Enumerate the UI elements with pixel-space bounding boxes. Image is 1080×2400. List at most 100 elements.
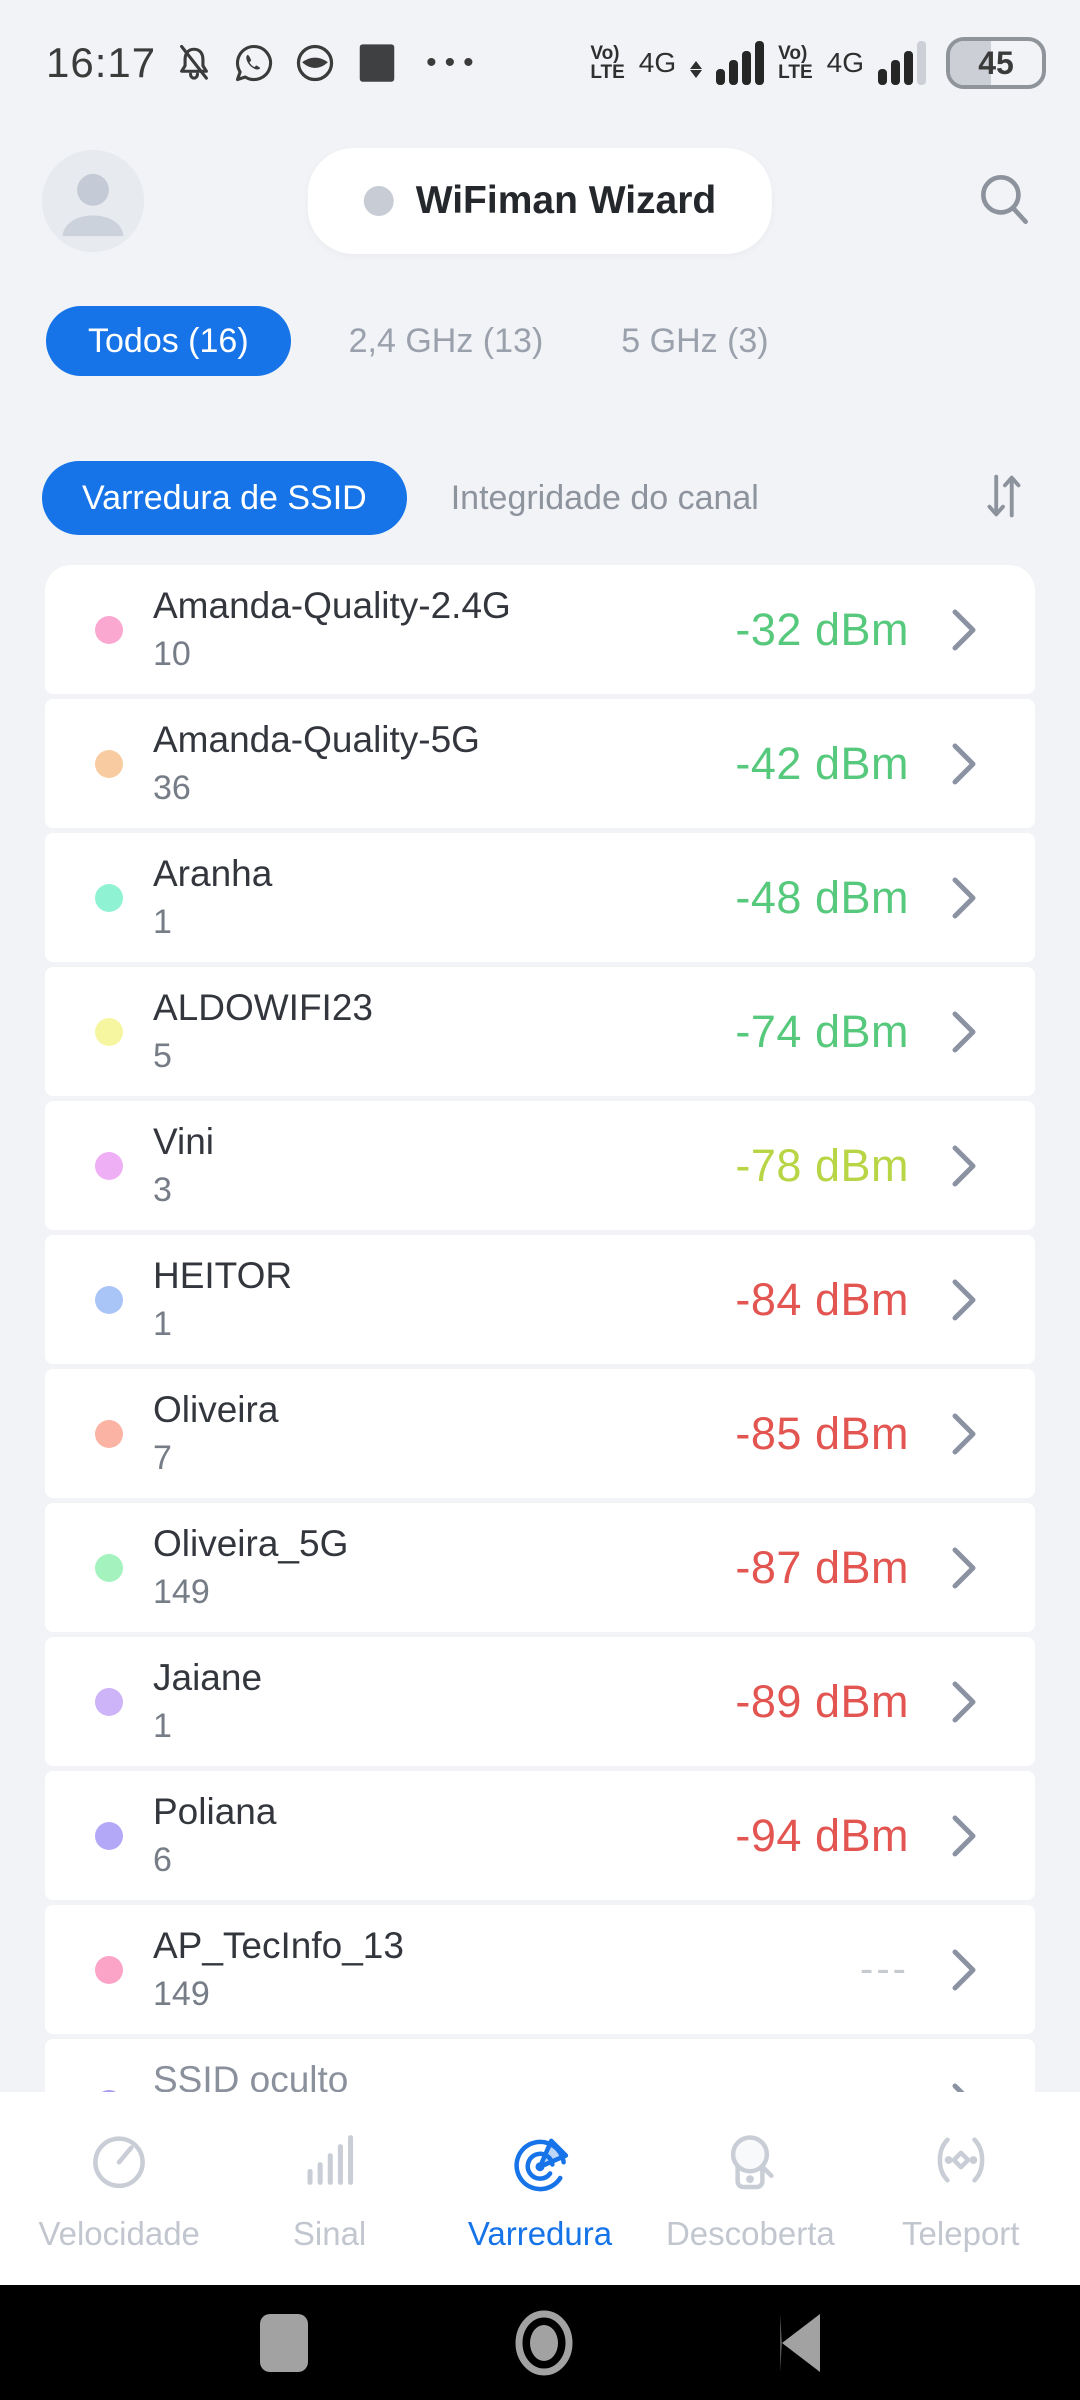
tab-ssid-scan[interactable]: Varredura de SSID [42, 461, 407, 535]
network-info: AP_TecInfo_13 149 [153, 1925, 404, 2014]
network-row[interactable]: Oliveira 7 -85 dBm [45, 1369, 1035, 1498]
sort-button[interactable] [972, 465, 1034, 532]
network-info: Jaiane 1 [153, 1657, 262, 1746]
network-name: Vini [153, 1121, 215, 1162]
nav-speedtest[interactable]: Velocidade [19, 2124, 219, 2253]
nav-discovery[interactable]: Descoberta [650, 2124, 850, 2253]
network-name: Oliveira_5G [153, 1523, 349, 1564]
network-count: 6 [153, 1841, 172, 1879]
status-left: 16:17 [46, 39, 482, 87]
network-signal: -74 dBm [735, 1005, 909, 1057]
network-info: HEITOR 1 [153, 1255, 292, 1344]
chevron-right-icon [943, 1140, 983, 1192]
network-row[interactable]: Jaiane 1 -89 dBm [45, 1637, 1035, 1766]
network-count: 1 [153, 1707, 172, 1745]
status-bar: 16:17 [0, 0, 1080, 96]
volte-badge-2: Vo) LTE [778, 43, 813, 83]
chevron-right-icon [943, 1274, 983, 1326]
network-count: 7 [153, 1439, 172, 1477]
network-signal: -78 dBm [735, 1139, 909, 1191]
band-filter-tabs: Todos (16) 2,4 GHz (13) 5 GHz (3) [0, 306, 1080, 376]
tab-5-ghz[interactable]: 5 GHz (3) [601, 322, 788, 361]
clock: 16:17 [46, 39, 157, 86]
network-name: Poliana [153, 1791, 277, 1832]
network-row[interactable]: Vini 3 -78 dBm [45, 1101, 1035, 1230]
network-name: AP_TecInfo_13 [153, 1925, 404, 1966]
network-row[interactable]: Amanda-Quality-2.4G 10 -32 dBm [45, 565, 1035, 694]
network-info: Poliana 6 [153, 1791, 276, 1880]
android-navigation-bar [0, 2285, 1080, 2400]
device-selector-pill[interactable]: WiFiman Wizard [307, 148, 773, 254]
network-signal: --- [860, 1947, 909, 1991]
discovery-icon [714, 2124, 786, 2199]
network-signal: -84 dBm [735, 1273, 909, 1325]
network-name: Amanda-Quality-5G [153, 719, 480, 760]
network-row[interactable]: AP_TecInfo_13 149 --- [45, 1905, 1035, 2034]
chevron-right-icon [943, 1542, 983, 1594]
eye-icon [292, 40, 338, 86]
avatar[interactable] [42, 150, 144, 252]
network-row[interactable]: Aranha 1 -48 dBm [45, 833, 1035, 962]
chevron-right-icon [943, 1676, 983, 1728]
network-list: Amanda-Quality-2.4G 10 -32 dBm Amanda-Qu… [45, 565, 1035, 2168]
dark-square-icon [354, 40, 400, 86]
chevron-right-icon [943, 872, 983, 924]
teleport-icon [925, 2124, 997, 2199]
network-info: Amanda-Quality-2.4G 10 [153, 585, 511, 674]
nav-scan[interactable]: Varredura [440, 2124, 640, 2253]
status-right: Vo) LTE 4G Vo) LTE 4G 45 [590, 37, 1046, 89]
recent-apps-button[interactable] [260, 2313, 308, 2372]
back-button[interactable] [780, 2313, 820, 2372]
data-arrows-icon [690, 48, 703, 78]
signal-strength-icon-1 [716, 41, 765, 85]
battery-fill [950, 41, 992, 85]
network-color-dot [95, 1017, 123, 1046]
network-row[interactable]: ALDOWIFI23 5 -74 dBm [45, 967, 1035, 1096]
nav-label: Teleport [902, 2215, 1020, 2252]
nav-signal[interactable]: Sinal [230, 2124, 430, 2253]
network-color-dot [95, 1955, 123, 1984]
network-row[interactable]: Poliana 6 -94 dBm [45, 1771, 1035, 1900]
network-color-dot [95, 615, 123, 644]
signal-strength-icon-2 [878, 41, 926, 85]
tab-2-4-ghz[interactable]: 2,4 GHz (13) [329, 322, 564, 361]
nav-label: Varredura [467, 2215, 613, 2252]
network-signal: -87 dBm [735, 1541, 909, 1593]
volte-badge-1: Vo) LTE [590, 43, 625, 83]
network-info: Vini 3 [153, 1121, 214, 1210]
network-count: 1 [153, 1305, 172, 1343]
network-name: ALDOWIFI23 [153, 987, 373, 1028]
network-color-dot [95, 1687, 123, 1716]
battery-indicator: 45 [946, 37, 1046, 89]
nav-teleport[interactable]: Teleport [861, 2124, 1061, 2253]
view-tabs: Varredura de SSID Integridade do canal [0, 461, 1080, 535]
search-button[interactable] [972, 166, 1038, 237]
network-name: Jaiane [153, 1657, 263, 1698]
network-count: 36 [153, 769, 191, 807]
page-title: WiFiman Wizard [415, 179, 717, 222]
network-row[interactable]: HEITOR 1 -84 dBm [45, 1235, 1035, 1364]
network-signal: -48 dBm [735, 871, 909, 923]
app-header: WiFiman Wizard [0, 148, 1080, 254]
network-name: Amanda-Quality-2.4G [153, 585, 511, 626]
network-count: 5 [153, 1037, 172, 1075]
network-name: Oliveira [153, 1389, 279, 1430]
chevron-right-icon [943, 1006, 983, 1058]
network-color-dot [95, 1553, 123, 1582]
network-count: 10 [153, 635, 191, 673]
network-color-dot [95, 1285, 123, 1314]
home-button[interactable] [513, 2310, 575, 2376]
whatsapp-icon [232, 41, 276, 85]
tab-channel-health[interactable]: Integridade do canal [450, 478, 759, 517]
network-count: 1 [153, 903, 172, 941]
network-info: Oliveira_5G 149 [153, 1523, 348, 1612]
bottom-navigation: Velocidade Sinal [0, 2092, 1080, 2285]
network-row[interactable]: Amanda-Quality-5G 36 -42 dBm [45, 699, 1035, 828]
nav-label: Descoberta [665, 2215, 835, 2252]
radar-icon [504, 2124, 576, 2199]
tab-all-networks[interactable]: Todos (16) [46, 306, 291, 376]
network-row[interactable]: Oliveira_5G 149 -87 dBm [45, 1503, 1035, 1632]
network-color-dot [95, 883, 123, 912]
network-color-dot [95, 1419, 123, 1448]
